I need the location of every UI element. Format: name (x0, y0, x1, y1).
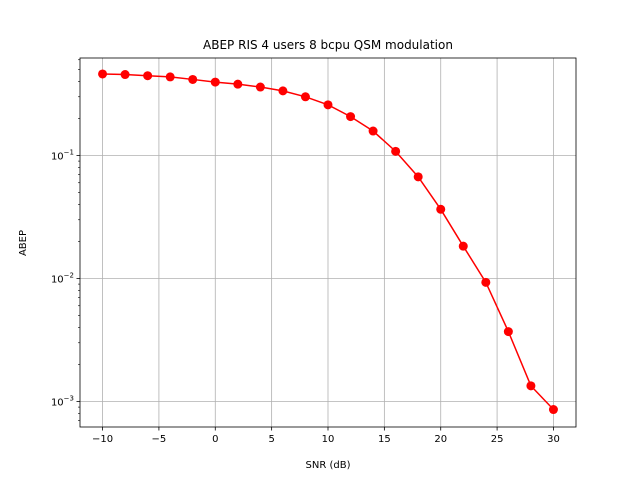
data-point (255, 82, 265, 92)
data-point (391, 146, 401, 156)
data-point (346, 112, 356, 122)
data-point (210, 77, 220, 87)
y-tick-label: 10−3 (51, 394, 74, 408)
grid-lines (80, 58, 576, 427)
y-axis-label: ABEP (18, 230, 29, 256)
data-point (548, 405, 558, 415)
x-tick-label: 0 (212, 434, 218, 445)
data-point (481, 277, 491, 287)
data-point (233, 79, 243, 89)
data-point (300, 92, 310, 102)
x-tick-label: 25 (491, 434, 504, 445)
data-point (188, 74, 198, 84)
data-point (165, 72, 175, 82)
x-axis-label: SNR (dB) (306, 460, 351, 471)
y-tick-label-base: 10 (51, 274, 64, 285)
y-tick-label-base: 10 (51, 151, 64, 162)
x-tick-label: 30 (547, 434, 560, 445)
y-axis-ticks: 10−110−210−3 (51, 59, 80, 421)
x-tick-label: −10 (92, 434, 113, 445)
y-tick-label-exponent: −1 (64, 148, 74, 156)
data-point (368, 126, 378, 136)
y-tick-label-exponent: −3 (64, 394, 74, 402)
series-layer (98, 69, 558, 415)
data-point (120, 70, 130, 80)
y-tick-label: 10−1 (51, 148, 74, 162)
x-axis-ticks: −10 −5 0 5 10 15 20 25 30 (92, 427, 560, 445)
y-tick-label: 10−2 (51, 271, 74, 285)
x-tick-label: −5 (152, 434, 167, 445)
x-tick-label: 10 (322, 434, 335, 445)
data-point (98, 69, 108, 79)
x-tick-label: 15 (378, 434, 391, 445)
data-point (436, 204, 446, 214)
data-point (526, 381, 536, 391)
x-tick-label: 20 (434, 434, 447, 445)
y-tick-label-base: 10 (51, 397, 64, 408)
x-tick-label: 5 (268, 434, 274, 445)
y-tick-label-exponent: −2 (64, 271, 74, 279)
data-point (323, 100, 333, 110)
data-point (278, 86, 288, 96)
data-point (458, 241, 468, 251)
data-point (503, 327, 513, 337)
chart-title: ABEP RIS 4 users 8 bcpu QSM modulation (203, 38, 453, 52)
data-point (413, 172, 423, 182)
data-point (143, 71, 153, 81)
